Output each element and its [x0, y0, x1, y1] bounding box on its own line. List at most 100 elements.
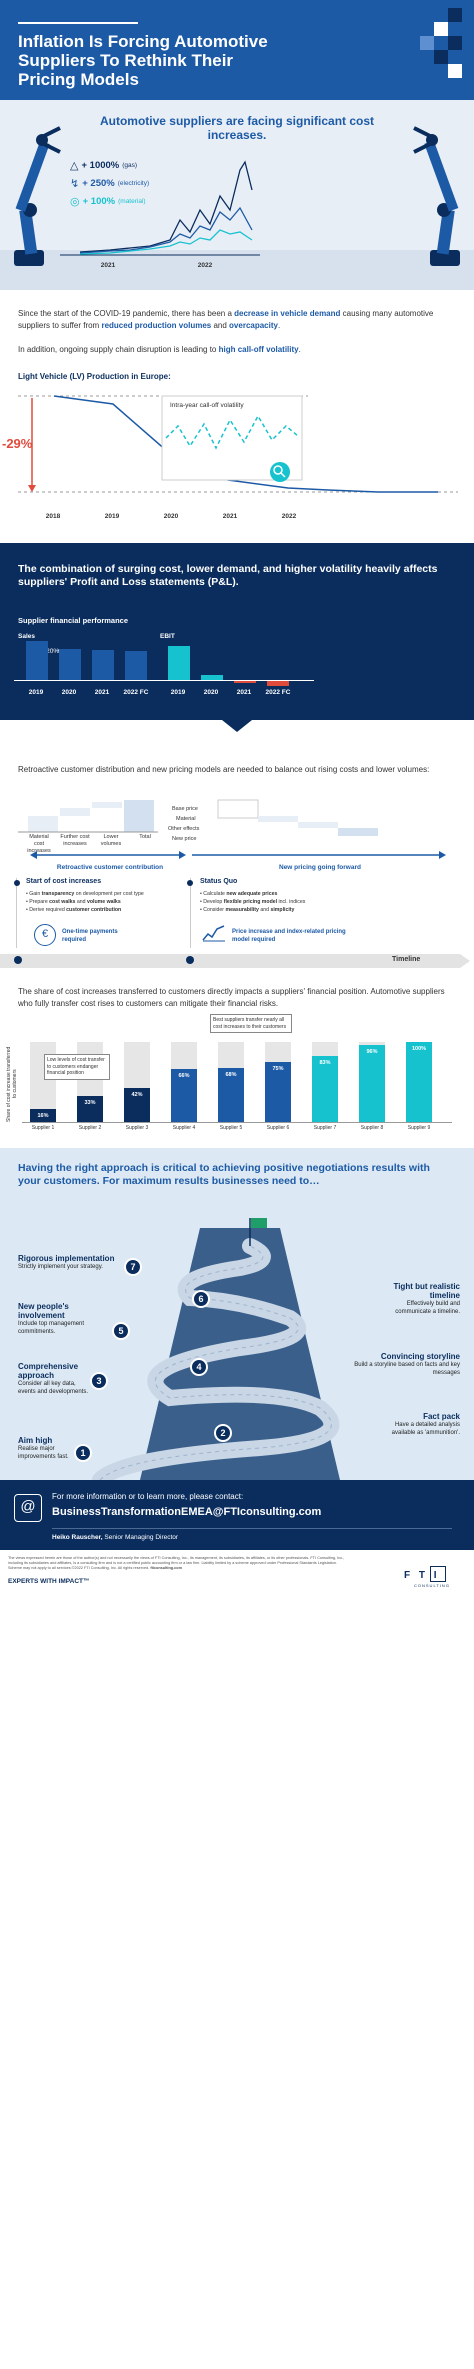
production-change: -29%: [2, 436, 33, 451]
stat-value: + 100%: [82, 195, 116, 207]
transfer-value-label: 68%: [225, 1071, 237, 1078]
decor-square: [448, 64, 462, 78]
contact-email[interactable]: BusinessTransformationEMEA@FTIconsulting…: [52, 1506, 322, 1518]
hero-year-label: 2022: [197, 262, 213, 269]
intro-paragraph-2: In addition, ongoing supply chain disrup…: [18, 344, 458, 356]
callout-low: Low levels of cost transfer to customers…: [44, 1054, 110, 1080]
stat-row: ↯ + 250% (electricity): [70, 174, 170, 192]
step-desc: Realise major improvements fast.: [18, 1446, 69, 1460]
bullet-bold: measurability: [225, 907, 259, 913]
transfer-category-label: Supplier 3: [125, 1125, 149, 1131]
bullet-item: • Prepare cost walks and volume walks: [26, 899, 121, 905]
approach-heading: Having the right approach is critical to…: [18, 1162, 430, 1187]
bullet-item: • Consider measurability and simplicity: [200, 907, 295, 913]
pl-year: 2020: [61, 689, 77, 696]
bullet-bold: customer contribution: [66, 907, 122, 913]
transfer-bar: [312, 1055, 338, 1122]
arrow-label-right: New pricing going forward: [279, 864, 361, 871]
price-chart-icon: [202, 925, 225, 942]
sales-bar: [26, 641, 48, 680]
sales-change-label: -20%: [44, 648, 60, 655]
bullet-text: and: [258, 907, 271, 913]
transfer-value-label: 42%: [131, 1092, 143, 1099]
step-desc: Strictly implement your strategy.: [18, 1264, 103, 1270]
transfer-bar: [30, 1109, 56, 1122]
right-title: Status Quo: [200, 878, 238, 885]
step-desc: Include top management commitments.: [18, 1321, 85, 1335]
disclaimer-site[interactable]: fticonsulting.com: [150, 1566, 182, 1570]
bullet-item: • Gain transparency on development per c…: [26, 891, 144, 897]
bullet-text: and: [75, 899, 87, 905]
pricing-arrows: [30, 851, 446, 859]
transfer-value-label: 33%: [84, 1099, 96, 1106]
pl-year: 2019: [28, 689, 44, 696]
intro-text: In addition, ongoing supply chain disrup…: [18, 345, 219, 354]
logo-sub: CONSULTING: [414, 1583, 450, 1588]
transfer-category-label: Supplier 1: [31, 1125, 55, 1131]
waterfall-label: New price: [172, 836, 197, 842]
step-pin: 4: [190, 1358, 208, 1376]
step-title: Comprehensive approach: [18, 1362, 79, 1380]
step-comprehensive-approach: Comprehensive approach Consider all key …: [18, 1362, 94, 1396]
sales-bar: [92, 650, 114, 680]
pl-year: 2022 FC: [123, 689, 149, 696]
intro-paragraph: Since the start of the COVID-19 pandemic…: [18, 308, 458, 332]
transfer-category-label: Supplier 6: [266, 1125, 290, 1131]
bullet-bold: flexible pricing model: [223, 899, 278, 905]
intro-highlight: reduced production volumes: [101, 321, 212, 330]
contact-section: @ For more information or to learn more,…: [0, 1480, 474, 1550]
volatility-label: Intra-year call-off volatility: [170, 402, 244, 409]
transfer-category-label: Supplier 2: [78, 1125, 102, 1131]
transfer-bar: [77, 1095, 103, 1122]
contact-name: Heiko Rauscher,: [52, 1534, 103, 1541]
right-note: Price increase and index-related pricing…: [232, 929, 346, 943]
pl-year: 2022 FC: [265, 689, 291, 696]
timeline-bar: [0, 954, 460, 968]
pl-baseline: [14, 680, 314, 681]
robot-arms-illustration: [0, 126, 474, 290]
bullet-text: Develop: [203, 899, 224, 905]
disclaimer: The views expressed herein are those of …: [8, 1556, 348, 1571]
decor-square: [420, 36, 434, 50]
title-rule: [18, 22, 138, 24]
ebit-bar: [168, 646, 190, 680]
transfer-value-label: 66%: [178, 1073, 190, 1080]
sales-bars: [14, 636, 154, 680]
transfer-category-label: Supplier 4: [172, 1125, 196, 1131]
transfer-bar: [406, 1042, 432, 1122]
decor-square: [434, 22, 448, 36]
waterfall-label: Other effects: [168, 826, 200, 832]
bullet-item: • Derive required customer contribution: [26, 907, 122, 913]
transfer-value-label: 96%: [366, 1049, 378, 1056]
transfer-category-label: Supplier 8: [360, 1125, 384, 1131]
step-pin: 6: [192, 1290, 210, 1308]
timeline-divider: [16, 878, 17, 948]
right-bullets: • Calculate new adequate prices • Develo…: [200, 890, 450, 914]
left-title: Start of cost increases: [26, 878, 102, 885]
sales-bar: [59, 649, 81, 680]
pl-section: The combination of surging cost, lower d…: [0, 543, 474, 720]
transfer-ylabel: Share of cost increase transferred to cu…: [6, 1046, 18, 1122]
timeline-arrowhead: [460, 954, 470, 968]
left-bullets: • Gain transparency on development per c…: [26, 890, 186, 914]
stat-row: ◎ + 100% (material): [70, 192, 170, 210]
hero-section: Automotive suppliers are facing signific…: [0, 100, 474, 290]
material-icon: ◎: [70, 195, 80, 208]
bullet-bold: cost walks: [49, 899, 76, 905]
bullet-text: Gain: [29, 891, 42, 897]
stat-label: (electricity): [117, 179, 150, 187]
bullet-text: Derive required: [29, 907, 67, 913]
timeline-marker: [14, 956, 22, 964]
step-pin: 3: [90, 1372, 108, 1390]
intro-text: causing many automotive suppliers to suf…: [18, 309, 434, 330]
transfer-bar: [359, 1045, 385, 1122]
stat-value: + 250%: [82, 177, 115, 189]
transfer-bar: [171, 1069, 197, 1122]
transfer-category-label: Supplier 9: [407, 1125, 431, 1131]
cost-trend-lines: [60, 160, 260, 256]
tagline: EXPERTS WITH IMPACT™: [8, 1578, 90, 1585]
step-fact-pack: Fact pack Have a detailed analysis avail…: [380, 1412, 460, 1437]
waterfall-label: Base price: [172, 806, 198, 812]
production-year: 2021: [222, 513, 238, 520]
step-pin: 7: [124, 1258, 142, 1276]
